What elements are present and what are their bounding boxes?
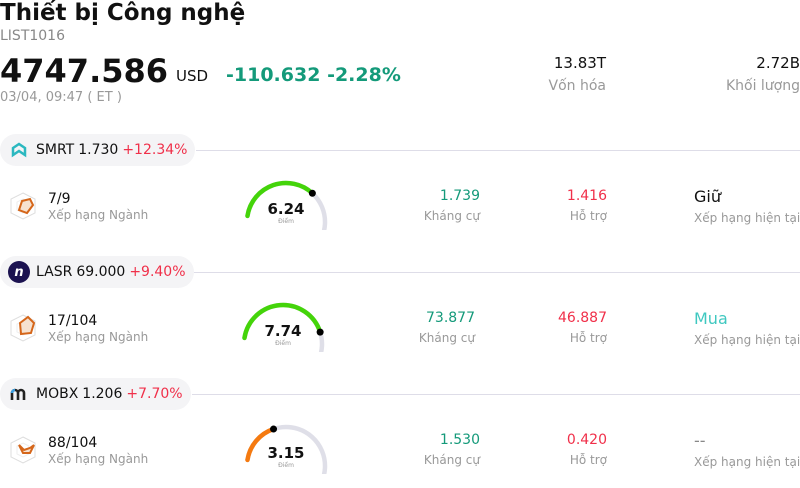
radar-rank-icon [10,192,36,220]
support-label: Hỗ trợ [569,331,607,345]
industry-rank: 88/104 [48,435,98,451]
price-change: -110.632 -2.28% [226,64,401,86]
ticker: SMRT [36,142,75,158]
market-cap-label: Vốn hóa [548,78,606,94]
gauge-marker [316,328,324,336]
volume-value: 2.72B [756,54,800,72]
gauge-fill [242,302,323,341]
stock-change: +12.34% [122,142,188,158]
stock-price: 69.000 [76,264,126,280]
current-rating-label: Xếp hạng hiện tại [694,211,800,225]
support-label: Hỗ trợ [569,453,607,467]
resistance-value: 73.877 [426,310,475,326]
resistance-label: Kháng cự [418,331,475,345]
score-label: Điểm [278,462,294,469]
stock-chip-smrt[interactable]: SMRT 1.730 +12.34% [0,134,196,166]
resistance-value: 1.530 [439,432,480,448]
score-value: 6.24 [267,200,305,218]
current-rating: Giữ [694,187,721,206]
change-percent: -2.28% [327,64,401,86]
industry-rank-label: Xếp hạng Ngành [48,330,149,344]
industry-rank-label: Xếp hạng Ngành [48,452,149,466]
volume-label: Khối lượng [725,78,800,94]
smrt-logo [8,139,30,161]
radar-rank-icon [10,436,36,464]
ticker: MOBX [36,386,79,402]
ticker: LASR [36,264,73,280]
gauge-fill [245,426,276,463]
stock-price: 1.206 [82,386,123,402]
score-value: 3.15 [267,444,305,462]
gauge-fill [245,180,315,219]
current-rating: Mua [694,309,728,328]
list-code: LIST1016 [0,28,65,44]
stock-chip-mobx[interactable]: MOBX 1.206 +7.70% [0,378,191,410]
industry-rank: 17/104 [48,313,98,329]
resistance-label: Kháng cự [423,209,480,223]
score-value: 7.74 [264,322,302,340]
support-value: 46.887 [558,310,607,326]
current-rating-label: Xếp hạng hiện tại [694,333,800,347]
divider [192,394,800,395]
current-rating: -- [694,431,706,450]
stock-chip-lasr[interactable]: n LASR 69.000 +9.40% [0,256,194,288]
score-label: Điểm [278,218,294,225]
stock-change: +9.40% [129,264,186,280]
gauge-marker [270,425,278,433]
resistance-label: Kháng cự [423,453,480,467]
timestamp: 03/04, 09:47 ( ET ) [0,90,122,105]
industry-rank-label: Xếp hạng Ngành [48,208,149,222]
radar-rank-icon [10,314,36,342]
resistance-value: 1.739 [439,188,480,204]
gauge-marker [308,189,316,197]
change-value: -110.632 [226,64,321,86]
mobx-logo [8,383,30,405]
industry-rank: 7/9 [48,191,71,207]
score-gauge [242,302,325,352]
currency: USD [176,67,209,85]
stock-price: 1.730 [78,142,119,158]
lasr-logo: n [8,261,30,283]
stock-change: +7.70% [126,386,183,402]
market-cap-value: 13.83T [553,54,606,72]
divider [194,272,800,273]
score-label: Điểm [275,340,291,347]
score-gauge [245,180,328,230]
support-value: 0.420 [566,432,607,448]
page-title: Thiết bị Công nghệ [0,0,246,26]
index-price: 4747.586 [0,52,169,90]
divider [196,150,800,151]
support-value: 1.416 [566,188,607,204]
current-rating-label: Xếp hạng hiện tại [694,455,800,469]
score-gauge [245,424,328,474]
support-label: Hỗ trợ [569,209,607,223]
